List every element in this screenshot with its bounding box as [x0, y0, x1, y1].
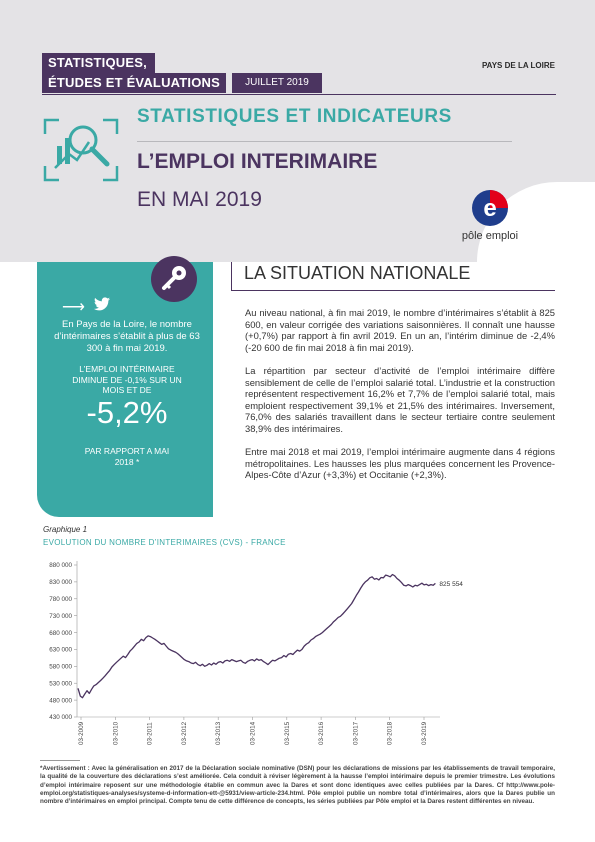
y-tick-label: 880 000	[49, 562, 72, 569]
x-tick-label: 03-2013	[215, 721, 222, 745]
sidebar-text-region: En Pays de la Loire, le nombre d’intérim…	[54, 319, 200, 354]
twitter-icon[interactable]	[94, 297, 110, 311]
page-subtitle: EN MAI 2019	[137, 188, 262, 211]
y-tick-label: 530 000	[49, 680, 72, 687]
sidebar-text-reference: PAR RAPPORT A MAI 2018 *	[84, 446, 170, 467]
y-tick-label: 480 000	[49, 697, 72, 704]
paragraph-2: La répartition par secteur d’activité de…	[245, 365, 555, 434]
section-rule-horizontal	[231, 290, 555, 291]
key-icon	[162, 266, 186, 290]
magnifier-chart-icon	[43, 118, 119, 182]
footnote: *Avertissement : Avec la généralisation …	[40, 765, 555, 806]
footnote-text-2: . Pôle emploi publie un nombre total d’i…	[40, 789, 555, 806]
x-tick-label: 03-2019	[421, 721, 428, 745]
highlight-box	[37, 262, 213, 517]
key-badge	[151, 256, 197, 302]
x-tick-label: 03-2009	[78, 721, 85, 745]
paragraph-3: Entre mai 2018 et mai 2019, l’emploi int…	[245, 446, 555, 481]
y-tick-label: 430 000	[49, 714, 72, 721]
section-rule-vertical	[231, 262, 232, 290]
publication-date: JUILLET 2019	[232, 73, 322, 93]
section-heading: LA SITUATION NATIONALE	[244, 263, 471, 283]
header-rule	[42, 94, 556, 95]
chart-title: EVOLUTION DU NOMBRE D’INTERIMAIRES (CVS)…	[43, 538, 286, 547]
y-tick-label: 830 000	[49, 579, 72, 586]
footnote-rule	[40, 760, 80, 761]
y-tick-label: 730 000	[49, 613, 72, 620]
x-tick-label: 03-2018	[387, 721, 394, 745]
logo-text: pôle emploi	[461, 230, 519, 242]
pole-emploi-logo: e	[472, 190, 508, 226]
series-title-line2: ÉTUDES ET ÉVALUATIONS	[42, 73, 226, 93]
x-tick-label: 03-2010	[112, 721, 119, 745]
y-tick-label: 780 000	[49, 596, 72, 603]
y-tick-label: 580 000	[49, 664, 72, 671]
region-label: PAYS DE LA LOIRE	[481, 61, 555, 70]
paragraph-1: Au niveau national, à fin mai 2019, le n…	[245, 307, 555, 353]
sidebar-key-figure: -5,2%	[86, 395, 168, 430]
x-tick-label: 03-2012	[181, 721, 188, 745]
y-tick-label: 680 000	[49, 630, 72, 637]
x-tick-label: 03-2014	[250, 721, 257, 745]
title-rule	[137, 141, 512, 142]
page-title: L’EMPLOI INTERIMAIRE	[137, 150, 378, 173]
x-tick-label: 03-2016	[318, 721, 325, 745]
line-chart: 880 000 830 000 780 000 730 000 680 000 630 0…	[49, 561, 463, 745]
y-tick-label: 630 000	[49, 647, 72, 654]
section-title: STATISTIQUES ET INDICATEURS	[137, 106, 452, 127]
x-tick-label: 03-2011	[147, 722, 154, 745]
series-title-line1: STATISTIQUES,	[42, 53, 155, 73]
footnote-link[interactable]: http://www.pole-emploi.org/statistiques-…	[40, 781, 555, 797]
end-value-label: 825 554	[439, 581, 463, 588]
arrow-right-icon: ⟶	[62, 299, 85, 316]
x-tick-label: 03-2015	[284, 721, 291, 745]
footnote-text: Avec la généralisation en 2017 de la Déc…	[40, 765, 555, 789]
chart-number: Graphique 1	[43, 525, 88, 534]
series-line	[77, 573, 436, 699]
footnote-lead: *Avertissement :	[40, 765, 92, 772]
svg-text:e: e	[483, 195, 496, 222]
sidebar-text-trend: L’emploi intérimaire diminue de -0,1% su…	[72, 364, 182, 395]
x-tick-label: 03-2017	[352, 721, 359, 745]
